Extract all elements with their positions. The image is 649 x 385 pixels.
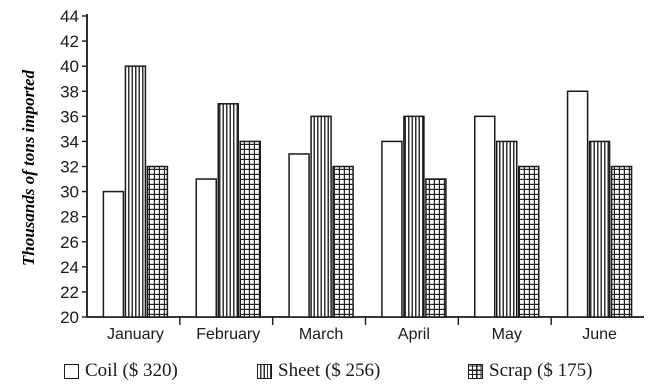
y-tick-label: 22 bbox=[60, 283, 79, 302]
legend-item-sheet: Sheet ($ 256) bbox=[257, 360, 380, 382]
axes bbox=[86, 14, 644, 318]
bars bbox=[102, 65, 633, 318]
bar-coil-june bbox=[566, 90, 589, 318]
bar-coil-february bbox=[195, 178, 217, 318]
bar-sheet-february bbox=[217, 103, 239, 318]
y-tick-label: 32 bbox=[60, 158, 79, 177]
bar-scrap-march bbox=[332, 165, 354, 318]
legend-item-coil: Coil ($ 320) bbox=[64, 360, 178, 382]
y-tick-label: 34 bbox=[60, 132, 79, 151]
scrap-swatch-icon bbox=[468, 363, 483, 379]
y-tick-label: 44 bbox=[60, 7, 79, 26]
bar-scrap-january bbox=[146, 165, 169, 318]
x-axis-labels: January February March April May June bbox=[107, 317, 617, 343]
x-tick-label: April bbox=[398, 326, 430, 343]
y-tick-label: 24 bbox=[60, 258, 79, 277]
bar-scrap-february bbox=[239, 140, 261, 318]
legend: Coil ($ 320) Sheet ($ 256) Scrap ($ 175) bbox=[64, 360, 644, 382]
bar-coil-march bbox=[288, 153, 310, 318]
x-tick-label: January bbox=[107, 326, 164, 343]
legend-label-sheet: Sheet ($ 256) bbox=[278, 360, 381, 381]
bar-scrap-april bbox=[425, 178, 447, 318]
bar-sheet-march bbox=[310, 115, 332, 318]
y-tick-label: 30 bbox=[60, 183, 79, 202]
coil-swatch-icon bbox=[64, 363, 79, 379]
bar-coil-may bbox=[474, 115, 496, 318]
bar-sheet-april bbox=[403, 115, 425, 318]
bar-coil-april bbox=[381, 140, 403, 318]
y-tick-label: 36 bbox=[60, 107, 79, 126]
bar-sheet-may bbox=[496, 140, 518, 318]
y-tick-label: 38 bbox=[60, 82, 79, 101]
y-tick-label: 28 bbox=[60, 208, 79, 227]
legend-label-scrap: Scrap ($ 175) bbox=[489, 360, 593, 381]
x-tick-label: June bbox=[582, 326, 617, 343]
y-axis-ticks: 20 22 24 26 28 30 32 34 36 38 40 42 44 bbox=[60, 7, 87, 327]
bar-scrap-may bbox=[518, 165, 540, 318]
y-tick-label: 40 bbox=[60, 57, 79, 76]
x-tick-label: February bbox=[196, 326, 260, 343]
bar-chart: Thousands of tons imported 20 22 24 26 28 30 3… bbox=[19, 7, 644, 343]
y-tick-label: 26 bbox=[60, 233, 79, 252]
legend-item-scrap: Scrap ($ 175) bbox=[468, 360, 592, 382]
legend-label-coil: Coil ($ 320) bbox=[85, 360, 178, 381]
bar-sheet-january bbox=[124, 65, 147, 318]
sheet-swatch-icon bbox=[257, 363, 272, 379]
y-axis-label: Thousands of tons imported bbox=[19, 69, 38, 266]
bar-coil-january bbox=[102, 190, 125, 318]
y-tick-label: 42 bbox=[60, 32, 79, 51]
bar-sheet-june bbox=[588, 140, 611, 318]
x-tick-label: March bbox=[299, 326, 343, 343]
bar-scrap-june bbox=[610, 165, 633, 318]
y-tick-label: 20 bbox=[60, 308, 79, 327]
x-tick-label: May bbox=[492, 326, 522, 343]
